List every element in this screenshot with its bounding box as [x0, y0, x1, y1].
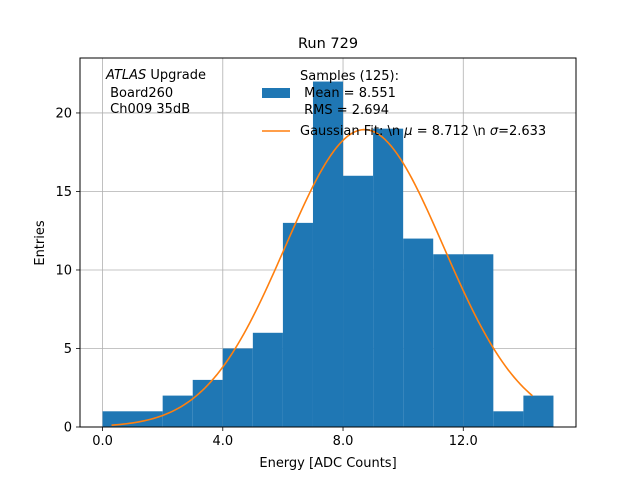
legend: Samples (125): Mean = 8.551 RMS = 2.694 …: [262, 69, 546, 139]
histogram-bar: [252, 332, 283, 427]
upgrade-label: Upgrade: [146, 68, 206, 83]
gaussian-fit: [111, 128, 533, 426]
channel-label: Ch009 35dB: [106, 102, 190, 117]
histogram-bar: [102, 411, 163, 427]
atlas-label: ATLAS: [105, 68, 146, 83]
chart-title: Run 729: [298, 36, 358, 52]
histogram-bar: [343, 175, 374, 427]
legend-hist-line-2: Mean = 8.551: [300, 86, 396, 101]
legend-hist-line-1: Samples (125):: [300, 69, 399, 84]
y-tick-label: 0: [64, 421, 72, 436]
svg-text:ATLAS Upgrade: ATLAS Upgrade: [105, 68, 206, 83]
legend-hist-swatch: [262, 88, 290, 98]
board-label: Board260: [106, 86, 173, 101]
gaussian-fit-line: [111, 128, 533, 426]
histogram-bar: [523, 395, 554, 427]
x-tick-label: 12.0: [449, 434, 478, 449]
y-axis-ticks: 0 5 10 15 20: [55, 106, 80, 436]
y-tick-label: 20: [55, 106, 72, 121]
legend-fit-label: Gaussian Fit: \n μ = 8.712 \n σ=2.633: [300, 124, 546, 139]
histogram-bars: [102, 81, 554, 427]
atlas-annotation: ATLAS Upgrade Board260 Ch009 35dB: [105, 68, 206, 117]
x-tick-label: 0.0: [92, 434, 113, 449]
x-axis-ticks: 0.0 4.0 8.0 12.0: [92, 427, 478, 449]
histogram-bar: [222, 348, 253, 427]
histogram-bar: [162, 395, 193, 427]
histogram-bar: [373, 128, 404, 427]
histogram-bar: [493, 411, 524, 427]
y-axis-label: Entries: [33, 220, 48, 266]
histogram-bar: [312, 81, 344, 427]
histogram-bar: [403, 238, 434, 427]
legend-hist-line-3: RMS = 2.694: [300, 103, 389, 118]
histogram-bar: [433, 254, 464, 427]
y-tick-label: 15: [55, 185, 72, 200]
x-tick-label: 4.0: [212, 434, 233, 449]
plot-frame: [79, 57, 577, 428]
histogram-bar: [282, 222, 313, 427]
histogram-bar: [192, 379, 223, 427]
x-axis-label: Energy [ADC Counts]: [259, 456, 396, 471]
y-tick-label: 5: [64, 342, 72, 357]
y-tick-label: 10: [55, 263, 72, 278]
x-tick-label: 8.0: [333, 434, 354, 449]
